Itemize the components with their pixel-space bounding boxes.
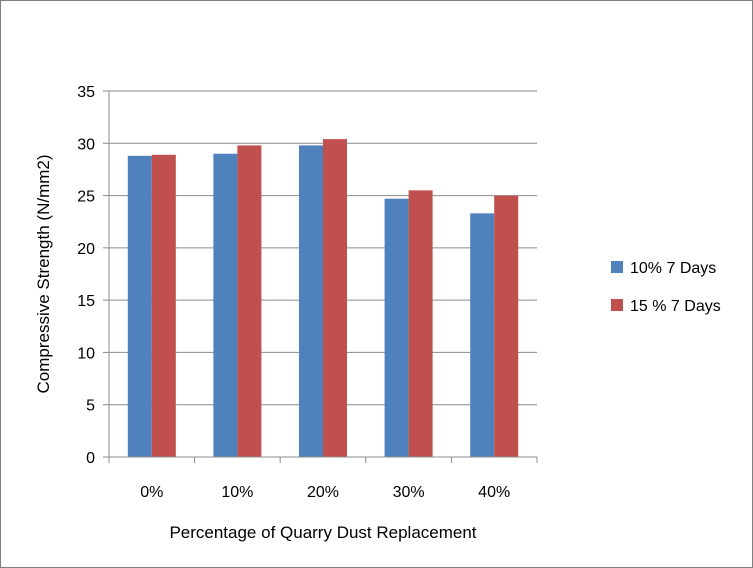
- legend-swatch: [611, 261, 623, 273]
- bar-series-1: [299, 145, 323, 457]
- legend-label: 15 % 7 Days: [630, 298, 721, 315]
- y-tick-label: 0: [86, 450, 95, 467]
- x-axis-ticks: 0% 10% 20% 30% 40%: [108, 457, 538, 501]
- bar-series-2: [408, 190, 433, 458]
- y-tick-label: 25: [77, 189, 95, 206]
- x-tick-label: 30%: [393, 484, 425, 501]
- bar-series-2: [323, 139, 347, 458]
- x-axis-title: Percentage of Quarry Dust Replacement: [169, 523, 476, 542]
- bar-series-2: [151, 154, 176, 457]
- y-tick-label: 35: [77, 84, 95, 101]
- x-tick-label: 0%: [140, 484, 163, 501]
- y-tick-label: 10: [77, 345, 95, 362]
- y-axis-title: Compressive Strength (N/mm2): [34, 154, 53, 393]
- bar-series-1: [384, 198, 409, 458]
- axes: [108, 91, 537, 458]
- legend-label: 10% 7 Days: [630, 260, 716, 277]
- bars: [127, 139, 519, 458]
- x-tick-label: 20%: [307, 484, 339, 501]
- bar-series-1: [213, 153, 238, 457]
- y-axis-ticks: 0 5 10 15 20 25 30 35: [77, 84, 109, 467]
- y-tick-label: 15: [77, 293, 95, 310]
- bar-series-1: [127, 155, 152, 457]
- legend: 10% 7 Days 15 % 7 Days: [611, 260, 721, 315]
- y-tick-label: 20: [77, 241, 95, 258]
- bar-series-1: [470, 213, 495, 457]
- y-tick-label: 5: [86, 398, 95, 415]
- y-tick-label: 30: [77, 136, 95, 153]
- legend-swatch: [611, 299, 623, 311]
- bar-series-2: [494, 195, 519, 458]
- x-tick-label: 10%: [221, 484, 253, 501]
- x-tick-label: 40%: [478, 484, 510, 501]
- bar-series-2: [237, 145, 262, 457]
